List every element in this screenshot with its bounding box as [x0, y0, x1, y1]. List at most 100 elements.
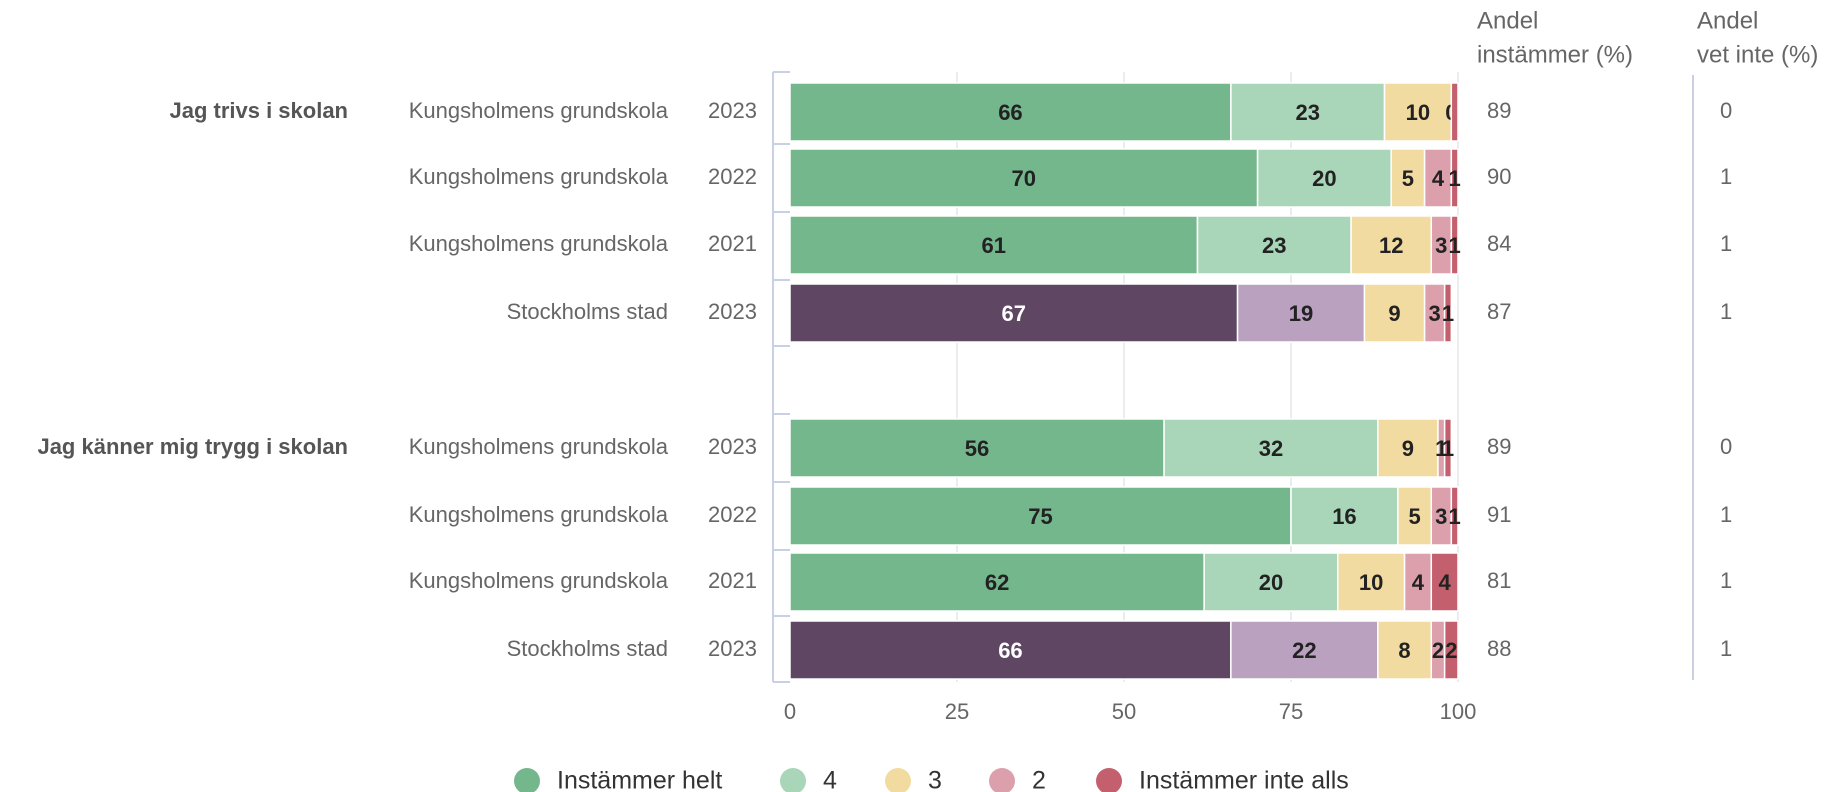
row-unit-label: Stockholms stad — [507, 636, 668, 661]
legend-swatch — [989, 768, 1015, 792]
data-label: 16 — [1332, 504, 1356, 529]
dontknow-value: 1 — [1720, 636, 1732, 661]
bar-segment — [1430, 552, 1459, 612]
row-year-label: 2022 — [708, 502, 757, 527]
data-label: 75 — [1028, 504, 1052, 529]
data-label: 20 — [1259, 570, 1283, 595]
row-year-label: 2021 — [708, 231, 757, 256]
data-label: 66 — [998, 100, 1022, 125]
bar-segment — [1290, 486, 1399, 546]
x-tick-label: 0 — [784, 699, 796, 724]
data-label: 23 — [1262, 233, 1286, 258]
data-label: 4 — [1412, 570, 1425, 595]
legend-label: Instämmer inte alls — [1139, 767, 1349, 792]
legend-label: 2 — [1032, 767, 1046, 792]
bar-segment — [1196, 215, 1352, 275]
data-label: 22 — [1292, 638, 1316, 663]
bar-segment — [1403, 552, 1433, 612]
dontknow-column-header: Andel — [1697, 7, 1758, 34]
row-year-label: 2023 — [708, 434, 757, 459]
data-label: 1 — [1449, 504, 1461, 529]
data-label: 2 — [1432, 638, 1444, 663]
data-label: 62 — [985, 570, 1009, 595]
x-tick-label: 100 — [1440, 699, 1477, 724]
data-label: 67 — [1002, 301, 1026, 326]
bar-segment — [1377, 418, 1439, 478]
data-label: 70 — [1012, 166, 1036, 191]
data-label: 20 — [1312, 166, 1336, 191]
data-label: 1 — [1449, 233, 1461, 258]
dontknow-value: 0 — [1720, 434, 1732, 459]
bar-segment — [1203, 552, 1339, 612]
bar-segment — [1230, 620, 1379, 680]
row-year-label: 2023 — [708, 299, 757, 324]
x-tick-label: 25 — [945, 699, 969, 724]
row-year-label: 2023 — [708, 636, 757, 661]
dontknow-column-header: vet inte (%) — [1697, 41, 1818, 68]
data-label: 19 — [1289, 301, 1313, 326]
data-label: 3 — [1428, 301, 1440, 326]
question-label: Jag känner mig trygg i skolan — [37, 434, 348, 459]
bar-segment — [789, 148, 1259, 208]
agree-value: 91 — [1487, 502, 1511, 527]
bar-segment — [1390, 148, 1426, 208]
dontknow-value: 1 — [1720, 164, 1732, 189]
data-label: 3 — [1435, 504, 1447, 529]
data-label: 66 — [998, 638, 1022, 663]
agree-value: 87 — [1487, 299, 1511, 324]
agree-value: 89 — [1487, 434, 1511, 459]
agree-column-header: instämmer (%) — [1477, 41, 1633, 68]
data-label: 5 — [1402, 166, 1414, 191]
bar-segment — [1450, 148, 1459, 208]
bar-segment — [1423, 148, 1453, 208]
agree-value: 88 — [1487, 636, 1511, 661]
data-label: 2 — [1445, 638, 1457, 663]
data-label: 9 — [1388, 301, 1400, 326]
data-label: 32 — [1259, 436, 1283, 461]
dontknow-value: 1 — [1720, 502, 1732, 527]
row-unit-label: Stockholms stad — [507, 299, 668, 324]
legend-label: Instämmer helt — [557, 767, 722, 792]
data-label: 5 — [1408, 504, 1420, 529]
data-label: 1 — [1442, 436, 1454, 461]
bar-segment — [789, 620, 1232, 680]
data-label: 9 — [1402, 436, 1414, 461]
bar-segment — [789, 82, 1232, 142]
row-unit-label: Kungsholmens grundskola — [409, 502, 669, 527]
row-year-label: 2023 — [708, 98, 757, 123]
question-label: Jag trivs i skolan — [169, 98, 348, 123]
dontknow-value: 1 — [1720, 299, 1732, 324]
row-unit-label: Kungsholmens grundskola — [409, 98, 669, 123]
bar-segment — [789, 418, 1165, 478]
row-unit-label: Kungsholmens grundskola — [409, 568, 669, 593]
row-unit-label: Kungsholmens grundskola — [409, 231, 669, 256]
bar-segment — [789, 215, 1199, 275]
data-label: 61 — [981, 233, 1005, 258]
data-label: 12 — [1379, 233, 1403, 258]
data-label: 1 — [1449, 166, 1461, 191]
bar-segment — [1383, 82, 1453, 142]
bar-segment — [1350, 215, 1433, 275]
bar-segment — [1450, 215, 1459, 275]
bar-segment — [1230, 82, 1386, 142]
data-label: 4 — [1432, 166, 1445, 191]
data-label: 10 — [1406, 100, 1430, 125]
agree-value: 81 — [1487, 568, 1511, 593]
data-label: 3 — [1435, 233, 1447, 258]
data-label: 4 — [1439, 570, 1452, 595]
agree-value: 84 — [1487, 231, 1511, 256]
legend-label: 3 — [928, 767, 942, 792]
agree-value: 89 — [1487, 98, 1511, 123]
legend-swatch — [514, 768, 540, 792]
bar-segment — [1256, 148, 1392, 208]
dontknow-value: 1 — [1720, 231, 1732, 256]
legend-swatch — [1096, 768, 1122, 792]
row-year-label: 2022 — [708, 164, 757, 189]
legend-swatch — [780, 768, 806, 792]
bar-segment — [1363, 283, 1426, 343]
bar-segment — [1443, 418, 1453, 478]
bar-segment — [1163, 418, 1379, 478]
data-label: 8 — [1398, 638, 1410, 663]
dontknow-value: 0 — [1720, 98, 1732, 123]
